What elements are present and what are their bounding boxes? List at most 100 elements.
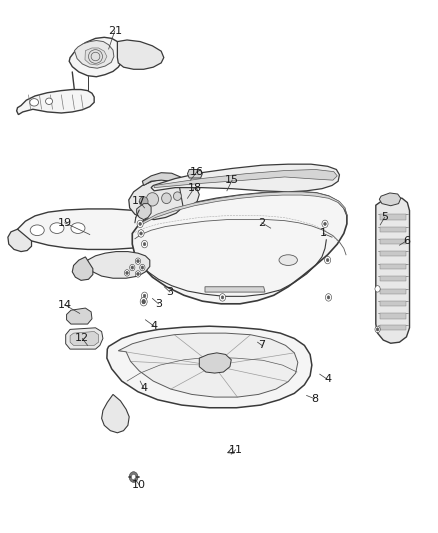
Circle shape [324,222,326,225]
Circle shape [142,300,145,304]
Circle shape [322,220,328,228]
Text: 11: 11 [229,445,243,455]
Polygon shape [72,257,93,280]
Polygon shape [380,289,406,294]
Ellipse shape [30,225,44,236]
Circle shape [325,294,332,301]
Circle shape [131,266,134,269]
Text: 6: 6 [403,236,410,246]
Text: 21: 21 [108,26,122,36]
Text: 4: 4 [140,383,147,393]
Ellipse shape [50,223,64,233]
Text: 17: 17 [132,197,146,206]
Polygon shape [380,227,406,232]
Circle shape [131,474,136,480]
Text: 14: 14 [58,300,72,310]
Polygon shape [180,185,199,207]
Polygon shape [66,328,103,349]
Polygon shape [380,251,406,256]
Text: 10: 10 [132,480,146,490]
Polygon shape [88,252,150,278]
Text: 4: 4 [151,321,158,331]
Text: 1: 1 [320,229,327,238]
Ellipse shape [139,197,148,206]
Polygon shape [107,326,312,408]
Polygon shape [129,179,186,220]
Polygon shape [199,353,231,373]
Ellipse shape [162,193,171,204]
Polygon shape [380,276,406,281]
Polygon shape [205,287,265,292]
Circle shape [141,240,148,248]
Circle shape [327,296,330,299]
Polygon shape [74,41,114,68]
Ellipse shape [30,99,39,106]
Text: 12: 12 [75,334,89,343]
Circle shape [143,294,146,297]
Circle shape [135,271,141,277]
Circle shape [219,294,226,301]
Circle shape [129,472,138,482]
Polygon shape [117,40,164,69]
Polygon shape [85,48,107,65]
Polygon shape [67,308,92,324]
Circle shape [221,296,224,299]
Polygon shape [376,197,410,343]
Circle shape [140,264,145,271]
Polygon shape [380,325,406,330]
Text: 19: 19 [58,218,72,228]
Circle shape [137,260,139,263]
Ellipse shape [71,223,85,233]
Circle shape [376,328,379,331]
Circle shape [137,272,139,276]
Circle shape [130,264,135,271]
Text: 4: 4 [324,375,331,384]
Ellipse shape [279,255,297,265]
Text: 3: 3 [166,287,173,297]
Polygon shape [151,164,339,192]
Circle shape [138,230,144,237]
Circle shape [375,286,380,292]
Polygon shape [380,264,406,269]
Circle shape [141,266,144,269]
Text: 15: 15 [225,175,239,185]
Circle shape [375,326,380,333]
Polygon shape [132,192,347,304]
Text: 5: 5 [381,213,388,222]
Polygon shape [154,169,337,188]
Polygon shape [187,169,202,178]
Circle shape [326,259,329,262]
Ellipse shape [46,98,53,104]
Circle shape [140,297,147,306]
Polygon shape [118,333,298,397]
Polygon shape [70,332,99,345]
Text: 3: 3 [155,299,162,309]
Polygon shape [17,90,94,115]
Polygon shape [69,37,124,77]
Polygon shape [18,209,177,249]
Text: 18: 18 [187,183,201,192]
Polygon shape [380,301,406,306]
Polygon shape [8,229,32,252]
Text: 2: 2 [258,218,265,228]
Circle shape [143,243,146,246]
Polygon shape [379,193,401,206]
Circle shape [139,222,141,225]
Ellipse shape [173,192,181,200]
Text: 8: 8 [311,394,318,403]
Circle shape [141,292,148,300]
Text: 7: 7 [258,341,265,350]
Circle shape [126,271,128,274]
Ellipse shape [146,192,159,206]
Polygon shape [142,173,186,188]
Polygon shape [102,394,129,433]
Polygon shape [141,192,347,225]
Polygon shape [137,204,151,220]
Circle shape [124,270,130,276]
Circle shape [137,220,143,228]
Circle shape [140,232,142,235]
Polygon shape [380,239,406,244]
Polygon shape [380,313,406,319]
Polygon shape [380,214,406,220]
Circle shape [135,258,141,264]
